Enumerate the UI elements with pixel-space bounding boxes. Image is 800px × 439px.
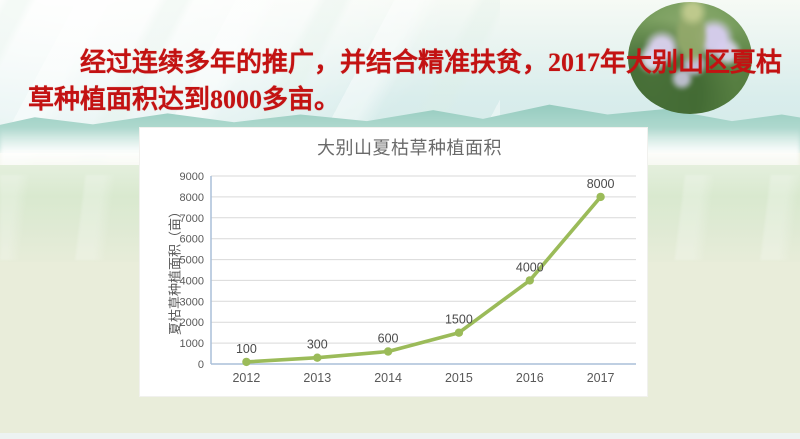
svg-text:2012: 2012: [232, 371, 260, 385]
svg-text:2013: 2013: [303, 371, 331, 385]
svg-text:0: 0: [198, 359, 204, 371]
line-chart: 0 1000 2000 3000 4000 5000 6000 7000 8000 9000 100…: [180, 171, 636, 385]
caption-line-2: 草种植面积达到8000多亩。: [28, 85, 341, 114]
svg-text:6000: 6000: [180, 234, 204, 246]
svg-text:3000: 3000: [180, 296, 204, 308]
chart-panel: 0 1000 2000 3000 4000 5000 6000 7000 8000 9000 100…: [139, 127, 648, 397]
svg-text:300: 300: [307, 338, 328, 352]
svg-text:8000: 8000: [180, 192, 204, 204]
selfheal-flower-photo: [628, 2, 752, 114]
background-bottom-strip: [0, 433, 800, 439]
svg-text:2000: 2000: [180, 317, 204, 329]
svg-text:600: 600: [378, 332, 399, 346]
selfheal-flower-image: [628, 2, 752, 114]
svg-text:2014: 2014: [374, 371, 402, 385]
svg-text:4000: 4000: [516, 260, 544, 274]
svg-text:7000: 7000: [180, 213, 204, 225]
svg-text:5000: 5000: [180, 255, 204, 267]
svg-text:1500: 1500: [445, 313, 473, 327]
svg-text:2017: 2017: [587, 371, 615, 385]
svg-text:1000: 1000: [180, 338, 204, 350]
svg-text:9000: 9000: [180, 171, 204, 183]
caption-line-1: 经过连续多年的推广，并结合精准扶贫，2017年大别山区夏枯: [80, 48, 783, 77]
svg-text:8000: 8000: [587, 177, 615, 191]
chart-y-axis-label: 夏枯草种植面积（亩）: [167, 204, 183, 336]
svg-text:100: 100: [236, 342, 257, 356]
svg-text:2015: 2015: [445, 371, 473, 385]
chart-title: 大别山夏枯草种植面积: [317, 138, 502, 158]
svg-text:2016: 2016: [516, 371, 544, 385]
slide-caption: 经过连续多年的推广，并结合精准扶贫，2017年大别山区夏枯 草种植面积达到800…: [28, 44, 783, 118]
svg-text:4000: 4000: [180, 275, 204, 287]
